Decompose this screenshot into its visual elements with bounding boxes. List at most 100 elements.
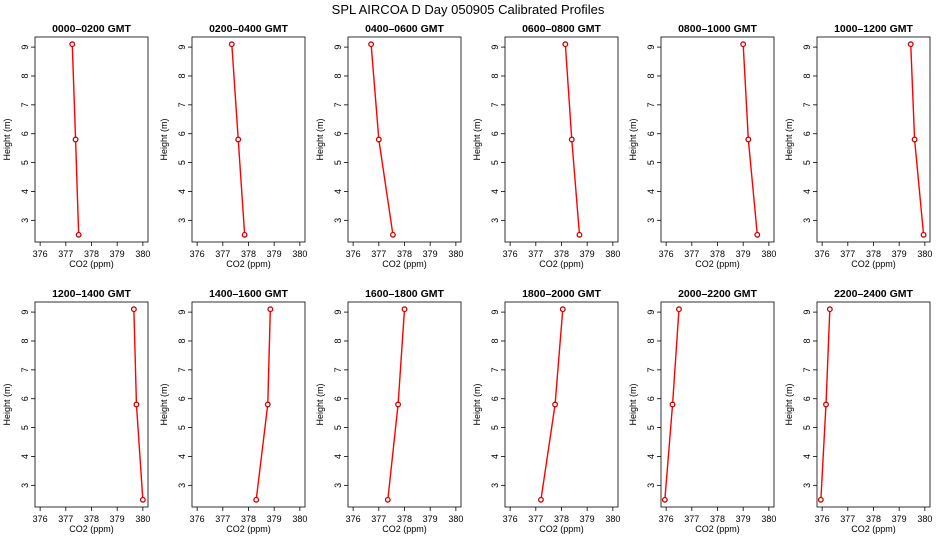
x-tick-label: 376 <box>346 249 361 259</box>
y-axis-label: Height (m) <box>159 118 169 160</box>
panel-title: 0000–0200 GMT <box>52 23 131 35</box>
y-tick-label: 7 <box>646 102 656 107</box>
y-tick-label: 4 <box>490 454 500 459</box>
y-tick-label: 9 <box>177 310 187 315</box>
x-tick-label: 378 <box>554 514 569 524</box>
x-tick-label: 378 <box>710 514 725 524</box>
y-tick-label: 3 <box>20 483 30 488</box>
y-tick-label: 6 <box>490 131 500 136</box>
data-point <box>920 231 927 238</box>
y-tick-label: 7 <box>20 102 30 107</box>
data-point <box>241 231 248 238</box>
y-axis-label: Height (m) <box>315 383 325 425</box>
panel: 1000–1200 GMT 376 377 378 379 380 3 4 5 6 7 8 9 CO2 (… <box>784 23 932 269</box>
x-axis-label: CO2 (ppm) <box>226 524 271 534</box>
data-point <box>740 41 747 48</box>
panel: 0400–0600 GMT 376 377 378 379 380 3 4 5 6 7 8 9 CO2 (… <box>315 23 463 269</box>
y-tick-label: 7 <box>802 102 812 107</box>
y-tick-label: 8 <box>20 338 30 343</box>
panel: 0200–0400 GMT 376 377 378 379 380 3 4 5 6 7 8 9 CO2 (… <box>159 23 307 269</box>
x-tick-label: 380 <box>292 249 307 259</box>
y-tick-label: 3 <box>333 483 343 488</box>
data-point <box>552 401 559 408</box>
y-tick-label: 6 <box>802 396 812 401</box>
x-axis-label: CO2 (ppm) <box>851 259 896 269</box>
y-tick-label: 6 <box>646 131 656 136</box>
x-tick-label: 377 <box>371 514 386 524</box>
y-tick-label: 8 <box>490 338 500 343</box>
x-tick-label: 379 <box>580 249 595 259</box>
y-tick-label: 3 <box>333 218 343 223</box>
data-point <box>754 231 761 238</box>
y-tick-label: 3 <box>490 218 500 223</box>
x-tick-label: 376 <box>659 514 674 524</box>
y-tick-label: 4 <box>802 454 812 459</box>
y-tick-label: 8 <box>490 73 500 78</box>
data-point <box>368 41 375 48</box>
x-tick-label: 378 <box>554 249 569 259</box>
y-tick-label: 8 <box>646 73 656 78</box>
x-tick-label: 376 <box>815 514 830 524</box>
y-tick-label: 3 <box>646 218 656 223</box>
y-tick-label: 5 <box>20 425 30 430</box>
y-tick-label: 8 <box>333 338 343 343</box>
x-axis-label: CO2 (ppm) <box>695 524 740 534</box>
panel-title: 0400–0600 GMT <box>365 23 444 35</box>
x-tick-label: 378 <box>241 514 256 524</box>
panel: 0000–0200 GMT 376 377 378 379 380 3 4 5 6 7 8 9 CO2 (… <box>2 23 150 269</box>
plot-frame <box>347 301 462 508</box>
panel: 1600–1800 GMT 376 377 378 379 380 3 4 5 6 7 8 9 CO2 (… <box>315 288 463 534</box>
plot-frame <box>816 301 931 508</box>
y-tick-label: 5 <box>490 160 500 165</box>
x-tick-label: 380 <box>761 249 776 259</box>
x-tick-label: 378 <box>866 249 881 259</box>
y-tick-label: 5 <box>333 160 343 165</box>
data-point <box>130 306 137 313</box>
y-tick-label: 6 <box>802 131 812 136</box>
panel-title: 1600–1800 GMT <box>365 288 444 300</box>
panel: 2200–2400 GMT 376 377 378 379 380 3 4 5 6 7 8 9 CO2 (… <box>784 288 932 534</box>
x-axis-label: CO2 (ppm) <box>226 259 271 269</box>
y-tick-label: 8 <box>20 73 30 78</box>
y-tick-label: 3 <box>646 483 656 488</box>
data-point <box>538 496 544 503</box>
x-tick-label: 376 <box>190 514 205 524</box>
plot-frame <box>191 301 306 508</box>
data-point <box>267 306 274 313</box>
y-tick-label: 7 <box>490 102 500 107</box>
y-tick-label: 4 <box>20 189 30 194</box>
x-axis-label: CO2 (ppm) <box>382 259 427 269</box>
profile-line <box>370 44 394 235</box>
x-tick-label: 378 <box>866 514 881 524</box>
y-axis-label: Height (m) <box>784 118 794 160</box>
x-axis-label: CO2 (ppm) <box>69 259 114 269</box>
x-tick-label: 379 <box>267 249 282 259</box>
y-tick-label: 4 <box>490 189 500 194</box>
panel-title: 2000–2200 GMT <box>678 288 757 300</box>
data-point <box>69 41 76 48</box>
panel-title: 2200–2400 GMT <box>834 288 913 300</box>
y-tick-label: 4 <box>646 454 656 459</box>
y-tick-label: 5 <box>333 425 343 430</box>
x-tick-label: 380 <box>135 249 150 259</box>
panel: 1400–1600 GMT 376 377 378 379 380 3 4 5 6 7 8 9 CO2 (… <box>159 288 307 534</box>
y-tick-label: 8 <box>646 338 656 343</box>
data-point <box>133 401 140 408</box>
panel: 1800–2000 GMT 376 377 378 379 380 3 4 5 6 7 8 9 CO2 (… <box>472 288 620 534</box>
data-point <box>676 306 682 313</box>
y-tick-label: 7 <box>20 367 30 372</box>
y-tick-label: 5 <box>802 425 812 430</box>
y-tick-label: 3 <box>177 218 187 223</box>
y-tick-label: 9 <box>802 45 812 50</box>
panel-title: 0200–0400 GMT <box>209 23 288 35</box>
y-tick-label: 7 <box>802 367 812 372</box>
y-tick-label: 3 <box>20 218 30 223</box>
x-tick-label: 377 <box>528 514 543 524</box>
y-axis-label: Height (m) <box>628 118 638 160</box>
data-point <box>823 401 829 408</box>
panel-title: 1000–1200 GMT <box>834 23 913 35</box>
plot-frame <box>34 36 149 243</box>
x-tick-label: 379 <box>423 249 438 259</box>
panel-title: 1800–2000 GMT <box>522 288 601 300</box>
